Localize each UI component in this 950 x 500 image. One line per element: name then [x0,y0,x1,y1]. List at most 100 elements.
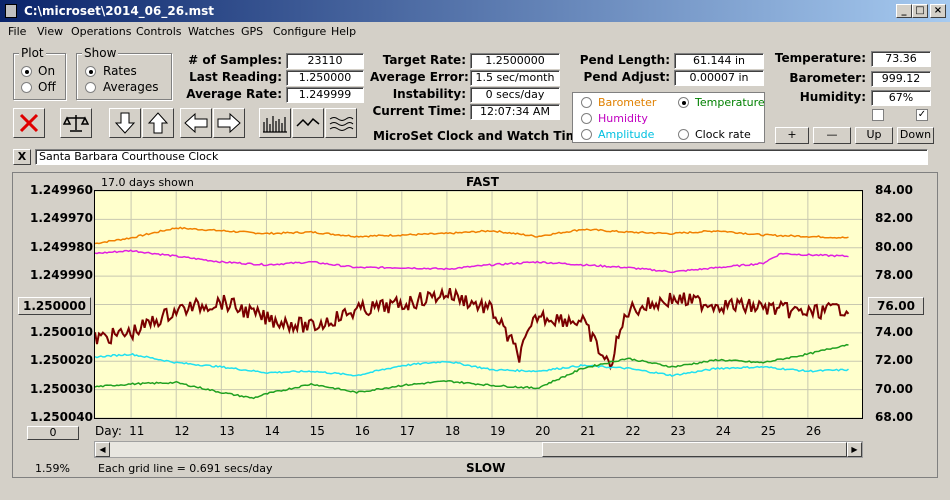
plot-on-label: On [38,64,56,78]
temperature-radio[interactable] [678,97,689,108]
maximize-button[interactable]: □ [912,4,928,18]
title-bar: C:\microset\2014_06_26.mst _ □ × [0,0,950,22]
scale-icon [63,115,89,132]
show-rates-label: Rates [103,64,137,78]
scroll-left-button[interactable]: ◀ [95,442,110,457]
line-view-button[interactable] [292,108,324,138]
right-tick-label: 84.00 [875,183,913,197]
menu-watches[interactable]: Watches [188,25,235,38]
scroll-right-button[interactable]: ▶ [847,442,862,457]
x-tick-label: 11 [129,424,145,438]
show-averages-label: Averages [103,80,159,94]
scroll-thumb[interactable] [542,442,847,457]
x-tick-label: 24 [715,424,731,438]
barometer-radio[interactable] [581,97,592,108]
clock-name-field[interactable]: Santa Barbara Courthouse Clock [35,149,928,165]
x-tick-label: 21 [580,424,596,438]
zoom-out-button[interactable]: — [813,127,851,144]
fast-label: FAST [466,175,499,189]
right-tick-label: 70.00 [875,381,913,396]
clock-rate-radio[interactable] [678,129,689,140]
humidity-field: 67% [871,90,931,106]
minimize-button[interactable]: _ [896,4,912,18]
bar-chart-icon [263,116,287,133]
barometer-label: Barometer: [789,71,866,85]
temperature-field: 73.36 [871,51,931,67]
right-arrow-icon [217,112,241,134]
humidity-radio[interactable] [581,113,592,124]
amplitude-option[interactable]: Amplitude [598,128,655,141]
x-tick-label: 18 [444,424,461,438]
right-tick-label: 74.00 [875,324,913,339]
scroll-down-button[interactable]: Down [897,127,934,144]
target-rate-field[interactable]: 1.2500000 [470,53,560,69]
percent-label: 1.59% [35,462,70,475]
samples-field: 23110 [286,53,364,69]
menu-controls[interactable]: Controls [136,25,182,38]
plot-off-radio[interactable] [21,82,32,93]
up-arrow-icon [147,112,169,134]
horizontal-scrollbar[interactable]: ◀ ▶ [94,441,863,458]
balance-button[interactable] [60,108,92,138]
wave-icon [329,117,354,131]
red-x-icon [19,113,39,133]
barometer-field: 999.12 [871,71,931,87]
left-arrow-icon [184,112,208,134]
temperature-label: Temperature: [774,51,866,65]
average-rate-field: 1.249999 [286,87,364,103]
left-tick-label: 1.249990 [30,268,94,283]
right-arrow-button[interactable] [213,108,245,138]
x-tick-label: 13 [219,424,235,438]
plot-off-label: Off [38,80,56,94]
down-arrow-button[interactable] [109,108,141,138]
x-tick-label: 15 [309,424,325,438]
x-tick-label: 23 [670,424,686,438]
show-rates-radio[interactable] [85,66,96,77]
series-humidity [94,249,849,274]
left-tick-label: 1.249960 [30,183,94,197]
average-error-label: Average Error: [370,70,469,84]
center-sensor-button[interactable]: 76.00 [868,297,924,315]
up-arrow-button[interactable] [142,108,174,138]
stop-button[interactable] [13,108,45,138]
checkbox-1[interactable] [872,109,884,121]
menu-bar: File View Operations Controls Watches GP… [0,22,950,42]
day-axis-label: Day: [95,424,122,438]
current-time-field: 12:07:34 AM [470,104,560,120]
show-averages-radio[interactable] [85,82,96,93]
menu-operations[interactable]: Operations [71,25,132,38]
checkbox-2[interactable]: ✓ [916,109,928,121]
slow-label: SLOW [466,461,506,475]
offset-button[interactable]: 0 [27,426,79,440]
center-rate-button[interactable]: 1.250000 [18,297,91,315]
menu-help[interactable]: Help [331,25,357,38]
series-temperature [94,343,849,400]
instability-field: 0 secs/day [470,87,560,103]
wave-view-button[interactable] [325,108,357,138]
menu-configure[interactable]: Configure [273,25,327,38]
humidity-option[interactable]: Humidity [598,112,648,125]
menu-gps[interactable]: GPS [241,25,264,38]
left-arrow-button[interactable] [180,108,212,138]
clock-rate-option[interactable]: Clock rate [695,128,751,141]
zoom-in-button[interactable]: + [775,127,809,144]
menu-file[interactable]: File [8,25,27,38]
temperature-option[interactable]: Temperature [695,96,765,109]
clear-clock-button[interactable]: X [13,149,31,165]
average-rate-label: Average Rate: [186,87,282,101]
scroll-up-button[interactable]: Up [855,127,893,144]
plot-on-radio[interactable] [21,66,32,77]
x-tick-label: 26 [805,424,822,438]
bars-view-button[interactable] [259,108,291,138]
amplitude-radio[interactable] [581,129,592,140]
series-amplitude [94,352,849,377]
left-tick-label: 1.250010 [30,324,94,339]
close-window-button[interactable]: × [930,4,946,18]
average-error-field: 1.5 sec/month [470,70,560,86]
series-barometer [94,226,849,245]
pend-length-label: Pend Length: [579,53,670,67]
x-tick-label: 17 [399,424,416,438]
menu-view[interactable]: View [37,25,64,38]
x-tick-label: 14 [264,424,280,438]
barometer-option[interactable]: Barometer [598,96,657,109]
